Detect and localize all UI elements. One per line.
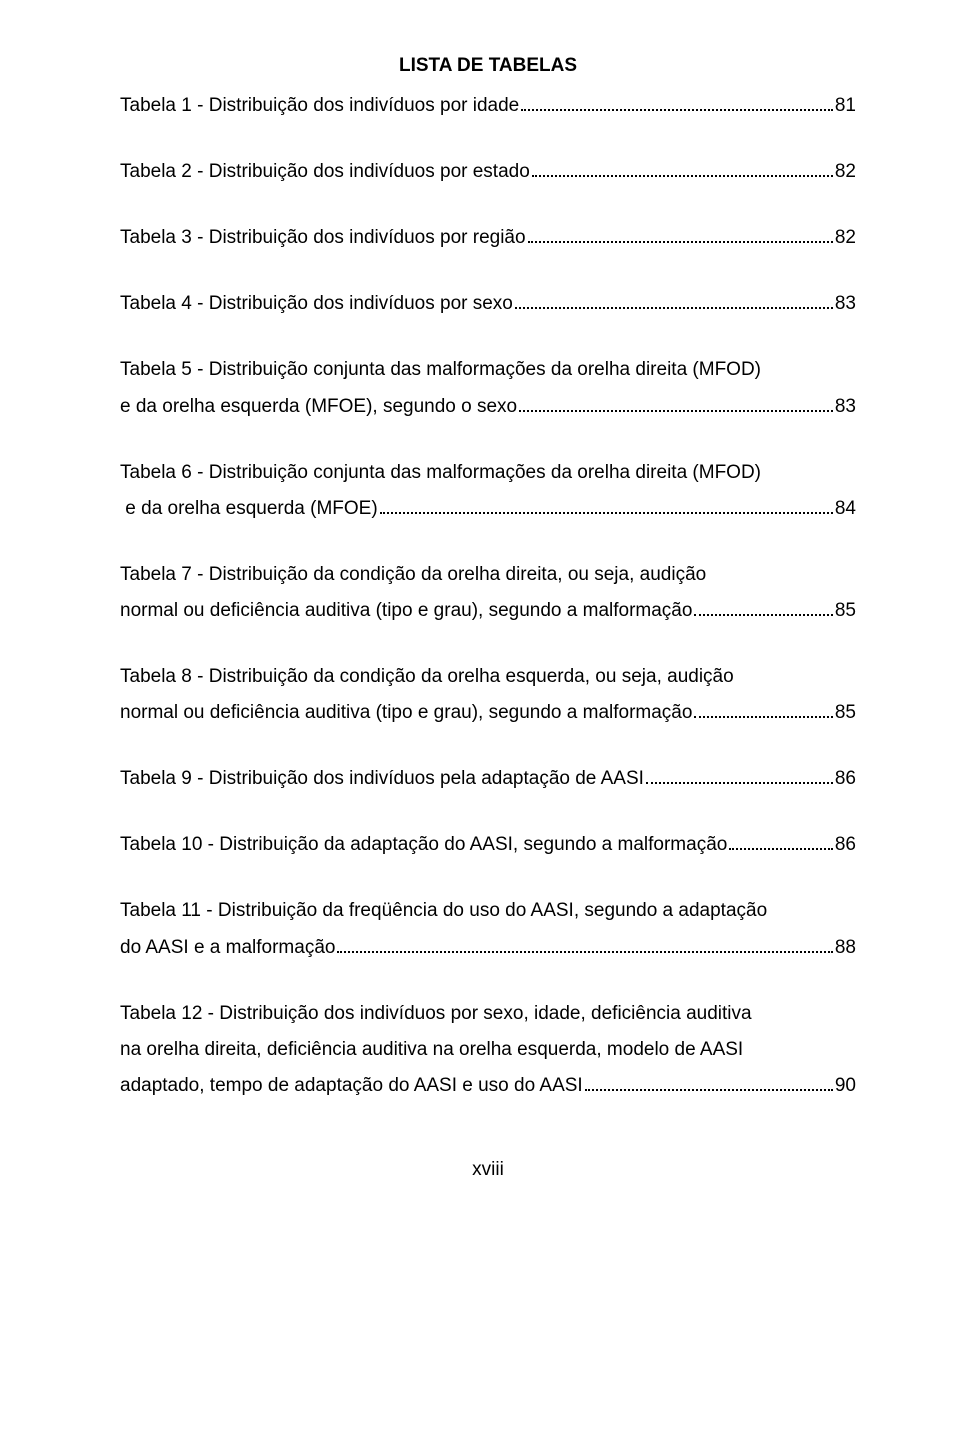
toc-entry-text: adaptado, tempo de adaptação do AASI e u… (120, 1068, 583, 1104)
toc-page-number: 86 (835, 827, 856, 863)
toc-entry-line: Tabela 11 - Distribuição da freqüência d… (120, 893, 856, 929)
toc-leader-dots (519, 394, 833, 411)
toc-entry-line: Tabela 2 - Distribuição dos indivíduos p… (120, 154, 856, 190)
toc-entry-text: Tabela 1 - Distribuição dos indivíduos p… (120, 88, 519, 124)
toc-leader-dots (694, 599, 832, 616)
toc-entry: Tabela 11 - Distribuição da freqüência d… (120, 893, 856, 965)
toc-entry-text: Tabela 4 - Distribuição dos indivíduos p… (120, 286, 513, 322)
toc-entry-line: normal ou deficiência auditiva (tipo e g… (120, 695, 856, 731)
toc-entry-text: e da orelha esquerda (MFOE) (120, 491, 378, 527)
toc-entry: Tabela 7 - Distribuição da condição da o… (120, 557, 856, 629)
toc-entry-line: Tabela 9 - Distribuição dos indivíduos p… (120, 761, 856, 797)
toc-page-number: 81 (835, 88, 856, 124)
toc-entry-line: Tabela 10 - Distribuição da adaptação do… (120, 827, 856, 863)
toc-entry: Tabela 5 - Distribuição conjunta das mal… (120, 352, 856, 424)
toc-entry-line: Tabela 4 - Distribuição dos indivíduos p… (120, 286, 856, 322)
toc-entry: Tabela 12 - Distribuição dos indivíduos … (120, 996, 856, 1104)
toc-entry-line: do AASI e a malformação 88 (120, 930, 856, 966)
toc-leader-dots (380, 497, 833, 514)
toc-entry-line: Tabela 6 - Distribuição conjunta das mal… (120, 455, 856, 491)
toc-entry-line: adaptado, tempo de adaptação do AASI e u… (120, 1068, 856, 1104)
toc-leader-dots (646, 767, 833, 784)
toc-entry-text: Tabela 9 - Distribuição dos indivíduos p… (120, 761, 644, 797)
toc-entry-text: Tabela 5 - Distribuição conjunta das mal… (120, 352, 761, 388)
toc-page-number: 83 (835, 286, 856, 322)
toc-leader-dots (515, 292, 833, 309)
toc-entry: Tabela 3 - Distribuição dos indivíduos p… (120, 220, 856, 256)
toc-page-number: 82 (835, 154, 856, 190)
toc-entry-text: Tabela 11 - Distribuição da freqüência d… (120, 893, 767, 929)
toc-entry: Tabela 2 - Distribuição dos indivíduos p… (120, 154, 856, 190)
toc-entry-text: e da orelha esquerda (MFOE), segundo o s… (120, 389, 517, 425)
toc-entry: Tabela 6 - Distribuição conjunta das mal… (120, 455, 856, 527)
toc-page-number: 86 (835, 761, 856, 797)
toc-entry-text: Tabela 12 - Distribuição dos indivíduos … (120, 996, 752, 1032)
toc-entry-text: do AASI e a malformação (120, 930, 335, 966)
toc-leader-dots (528, 226, 833, 243)
toc-entry-text: normal ou deficiência auditiva (tipo e g… (120, 593, 692, 629)
toc-entry-text: Tabela 6 - Distribuição conjunta das mal… (120, 455, 761, 491)
toc-entry-line: Tabela 1 - Distribuição dos indivíduos p… (120, 88, 856, 124)
page-title: LISTA DE TABELAS (120, 48, 856, 84)
toc-entry-text: Tabela 3 - Distribuição dos indivíduos p… (120, 220, 526, 256)
toc-entry-text: Tabela 2 - Distribuição dos indivíduos p… (120, 154, 530, 190)
toc-entry: Tabela 9 - Distribuição dos indivíduos p… (120, 761, 856, 797)
toc-leader-dots (521, 94, 833, 111)
toc-page-number: 84 (835, 491, 856, 527)
toc-entry-line: na orelha direita, deficiência auditiva … (120, 1032, 856, 1068)
toc-page-number: 82 (835, 220, 856, 256)
toc-page-number: 85 (835, 695, 856, 731)
toc-entry-line: Tabela 12 - Distribuição dos indivíduos … (120, 996, 856, 1032)
toc-entry: Tabela 10 - Distribuição da adaptação do… (120, 827, 856, 863)
toc-entry-line: e da orelha esquerda (MFOE) 84 (120, 491, 856, 527)
toc-page-number: 90 (835, 1068, 856, 1104)
toc-page-number: 83 (835, 389, 856, 425)
toc-page-number: 85 (835, 593, 856, 629)
toc-entry-text: Tabela 10 - Distribuição da adaptação do… (120, 827, 727, 863)
toc-entries: Tabela 1 - Distribuição dos indivíduos p… (120, 88, 856, 1104)
toc-entry-line: Tabela 3 - Distribuição dos indivíduos p… (120, 220, 856, 256)
toc-entry: Tabela 4 - Distribuição dos indivíduos p… (120, 286, 856, 322)
page-footer: xviii (120, 1152, 856, 1188)
document-page: LISTA DE TABELAS Tabela 1 - Distribuição… (0, 0, 960, 1444)
toc-entry-line: Tabela 7 - Distribuição da condição da o… (120, 557, 856, 593)
toc-entry-line: Tabela 8 - Distribuição da condição da o… (120, 659, 856, 695)
toc-entry-text: normal ou deficiência auditiva (tipo e g… (120, 695, 692, 731)
toc-page-number: 88 (835, 930, 856, 966)
toc-entry-line: e da orelha esquerda (MFOE), segundo o s… (120, 389, 856, 425)
toc-entry-line: normal ou deficiência auditiva (tipo e g… (120, 593, 856, 629)
toc-entry-text: Tabela 8 - Distribuição da condição da o… (120, 659, 734, 695)
toc-leader-dots (532, 160, 833, 177)
toc-leader-dots (694, 701, 832, 718)
toc-entry-text: na orelha direita, deficiência auditiva … (120, 1032, 743, 1068)
toc-entry-line: Tabela 5 - Distribuição conjunta das mal… (120, 352, 856, 388)
toc-leader-dots (729, 833, 833, 850)
toc-entry-text: Tabela 7 - Distribuição da condição da o… (120, 557, 706, 593)
toc-leader-dots (585, 1074, 833, 1091)
toc-entry: Tabela 8 - Distribuição da condição da o… (120, 659, 856, 731)
toc-entry: Tabela 1 - Distribuição dos indivíduos p… (120, 88, 856, 124)
toc-leader-dots (337, 935, 832, 952)
